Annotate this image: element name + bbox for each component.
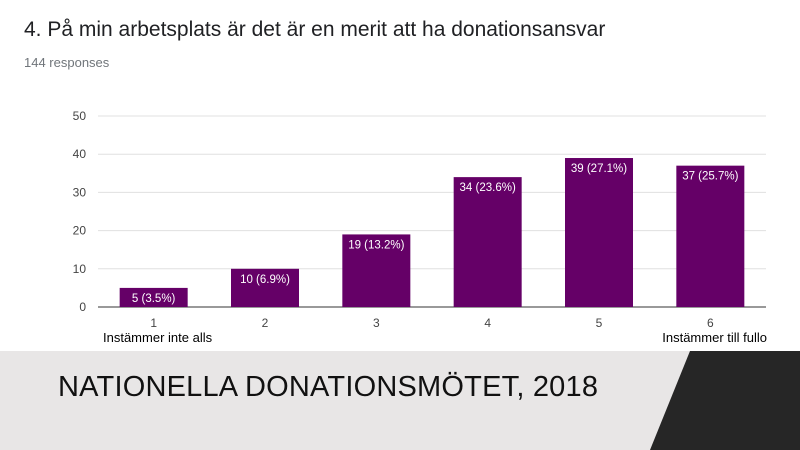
x-tick-label: 3 — [373, 316, 380, 330]
data-label: 5 (3.5%) — [132, 293, 176, 305]
y-tick-label: 50 — [73, 109, 87, 123]
y-tick-label: 30 — [73, 185, 87, 199]
y-tick-label: 20 — [73, 224, 87, 238]
data-label: 37 (25.7%) — [682, 171, 738, 183]
y-tick-label: 40 — [73, 147, 87, 161]
x-tick-label: 2 — [262, 316, 269, 330]
data-label: 19 (13.2%) — [348, 239, 404, 251]
x-tick-label: 1 — [150, 316, 157, 330]
scale-low-label: Instämmer inte alls — [103, 330, 213, 345]
data-label: 10 (6.9%) — [240, 274, 290, 286]
y-tick-label: 10 — [73, 262, 87, 276]
chart-title: 4. På min arbetsplats är det är en merit… — [24, 18, 606, 41]
bar — [453, 177, 522, 307]
bar — [676, 165, 745, 307]
footer-title: NATIONELLA DONATIONSMÖTET, 2018 — [58, 371, 599, 403]
bar — [119, 287, 188, 307]
y-tick-label: 0 — [79, 300, 86, 314]
scale-high-label: Instämmer till fullo — [662, 330, 767, 345]
footer-dark-shape — [650, 351, 800, 450]
bar-chart: 0 10 20 30 40 50 5 (3.5%) 1 10 (6.9%) 2 19 (13.2%)… — [73, 109, 766, 330]
bar — [565, 158, 633, 307]
bar — [342, 234, 411, 307]
data-label: 39 (27.1%) — [571, 163, 627, 175]
footer-banner: NATIONELLA DONATIONSMÖTET, 2018 — [0, 351, 800, 450]
data-label: 34 (23.6%) — [460, 182, 516, 194]
x-tick-label: 5 — [596, 316, 603, 330]
x-tick-label: 4 — [484, 316, 491, 330]
response-count: 144 responses — [24, 55, 110, 70]
bar — [231, 268, 299, 307]
x-tick-label: 6 — [707, 316, 714, 330]
